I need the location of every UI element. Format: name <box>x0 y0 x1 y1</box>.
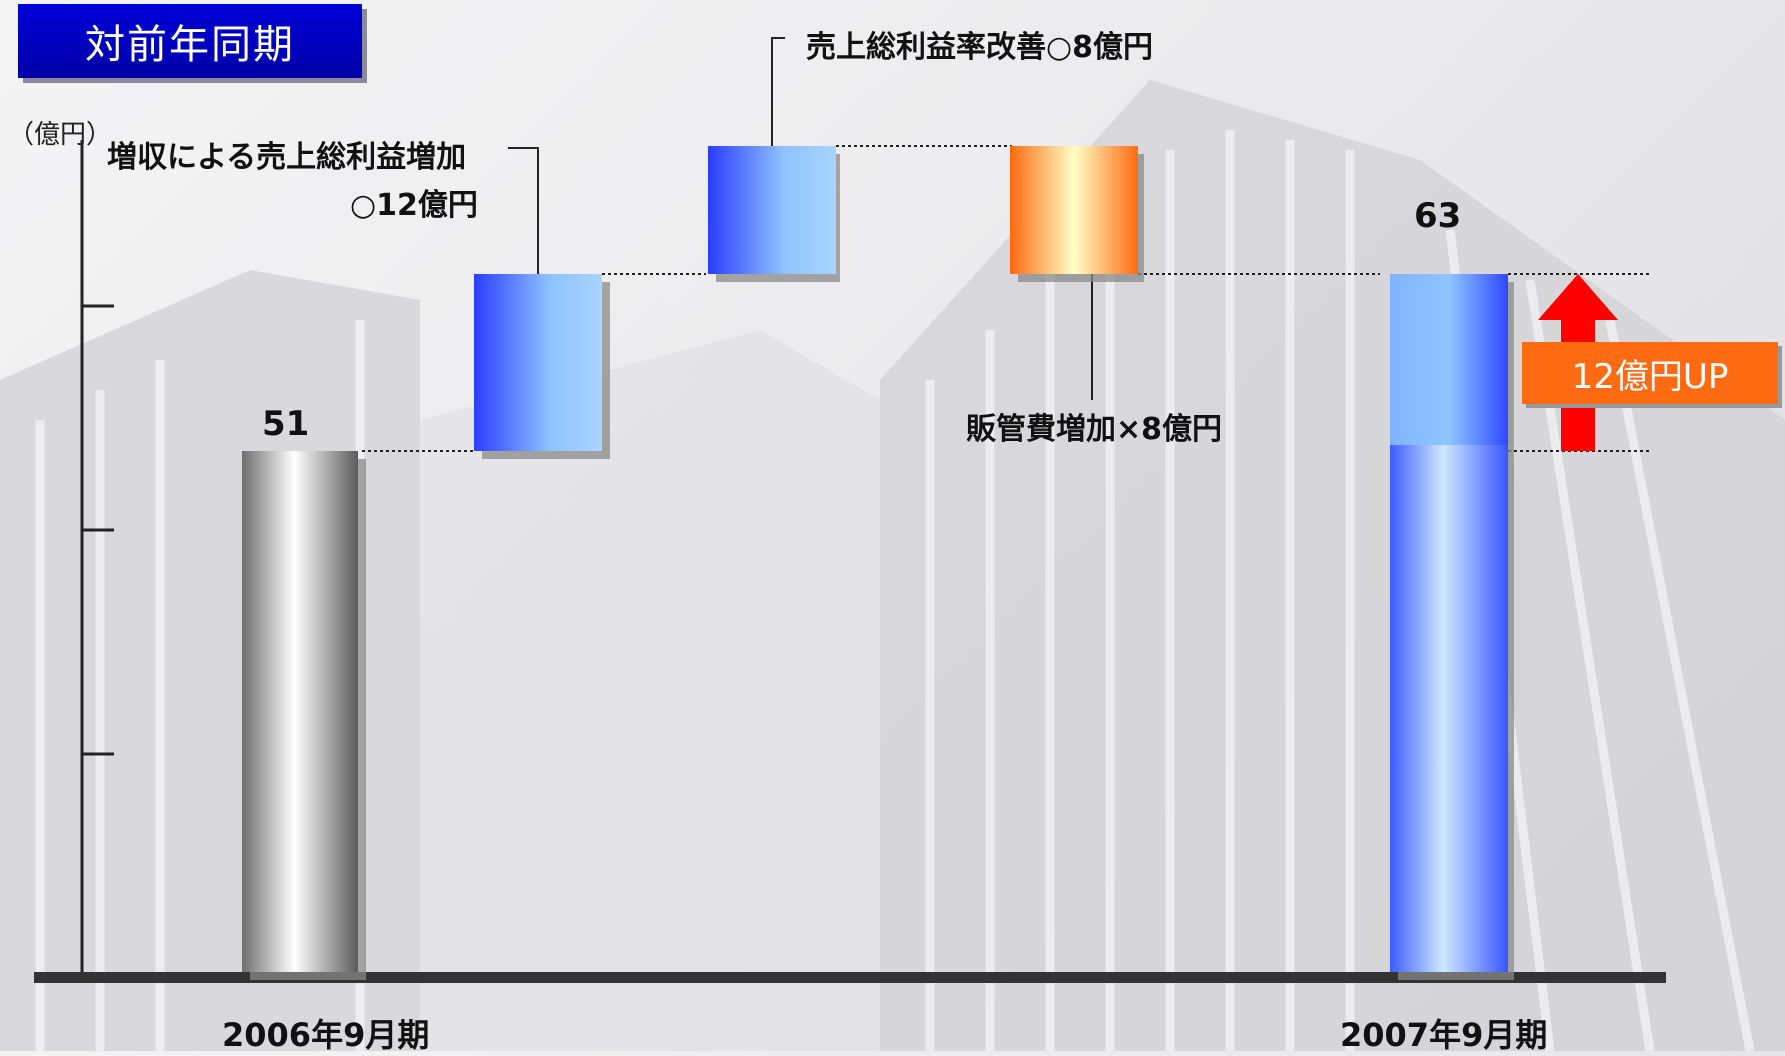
x-axis-baseline <box>34 972 1666 983</box>
bar-margin-improvement <box>708 146 836 274</box>
value-label-2007: 63 <box>1414 196 1462 236</box>
bar-2007-increment <box>1390 274 1508 445</box>
value-label-2006: 51 <box>262 404 310 444</box>
bar-2006 <box>242 451 358 972</box>
page-title: 対前年同期 <box>18 4 362 78</box>
annotation-margin-improvement: 売上総利益率改善○8億円 <box>806 30 1154 65</box>
annotation-sga-increase: 販管費増加×8億円 <box>966 412 1223 447</box>
x-label-2006: 2006年9月期 <box>222 1016 430 1054</box>
annotation-sales-increase-amount: ○12億円 <box>350 188 478 223</box>
up-badge: 12億円UP <box>1522 342 1778 404</box>
bar-sga-increase <box>1010 146 1138 274</box>
unit-label: （億円） <box>8 120 113 150</box>
annotation-sales-increase: 増収による売上総利益増加 <box>107 140 467 175</box>
x-label-2007: 2007年9月期 <box>1340 1016 1548 1054</box>
leader-line <box>508 147 539 274</box>
bar-sales-increase <box>474 274 602 451</box>
bar-2007-base <box>1390 445 1508 972</box>
leader-line <box>771 37 785 146</box>
